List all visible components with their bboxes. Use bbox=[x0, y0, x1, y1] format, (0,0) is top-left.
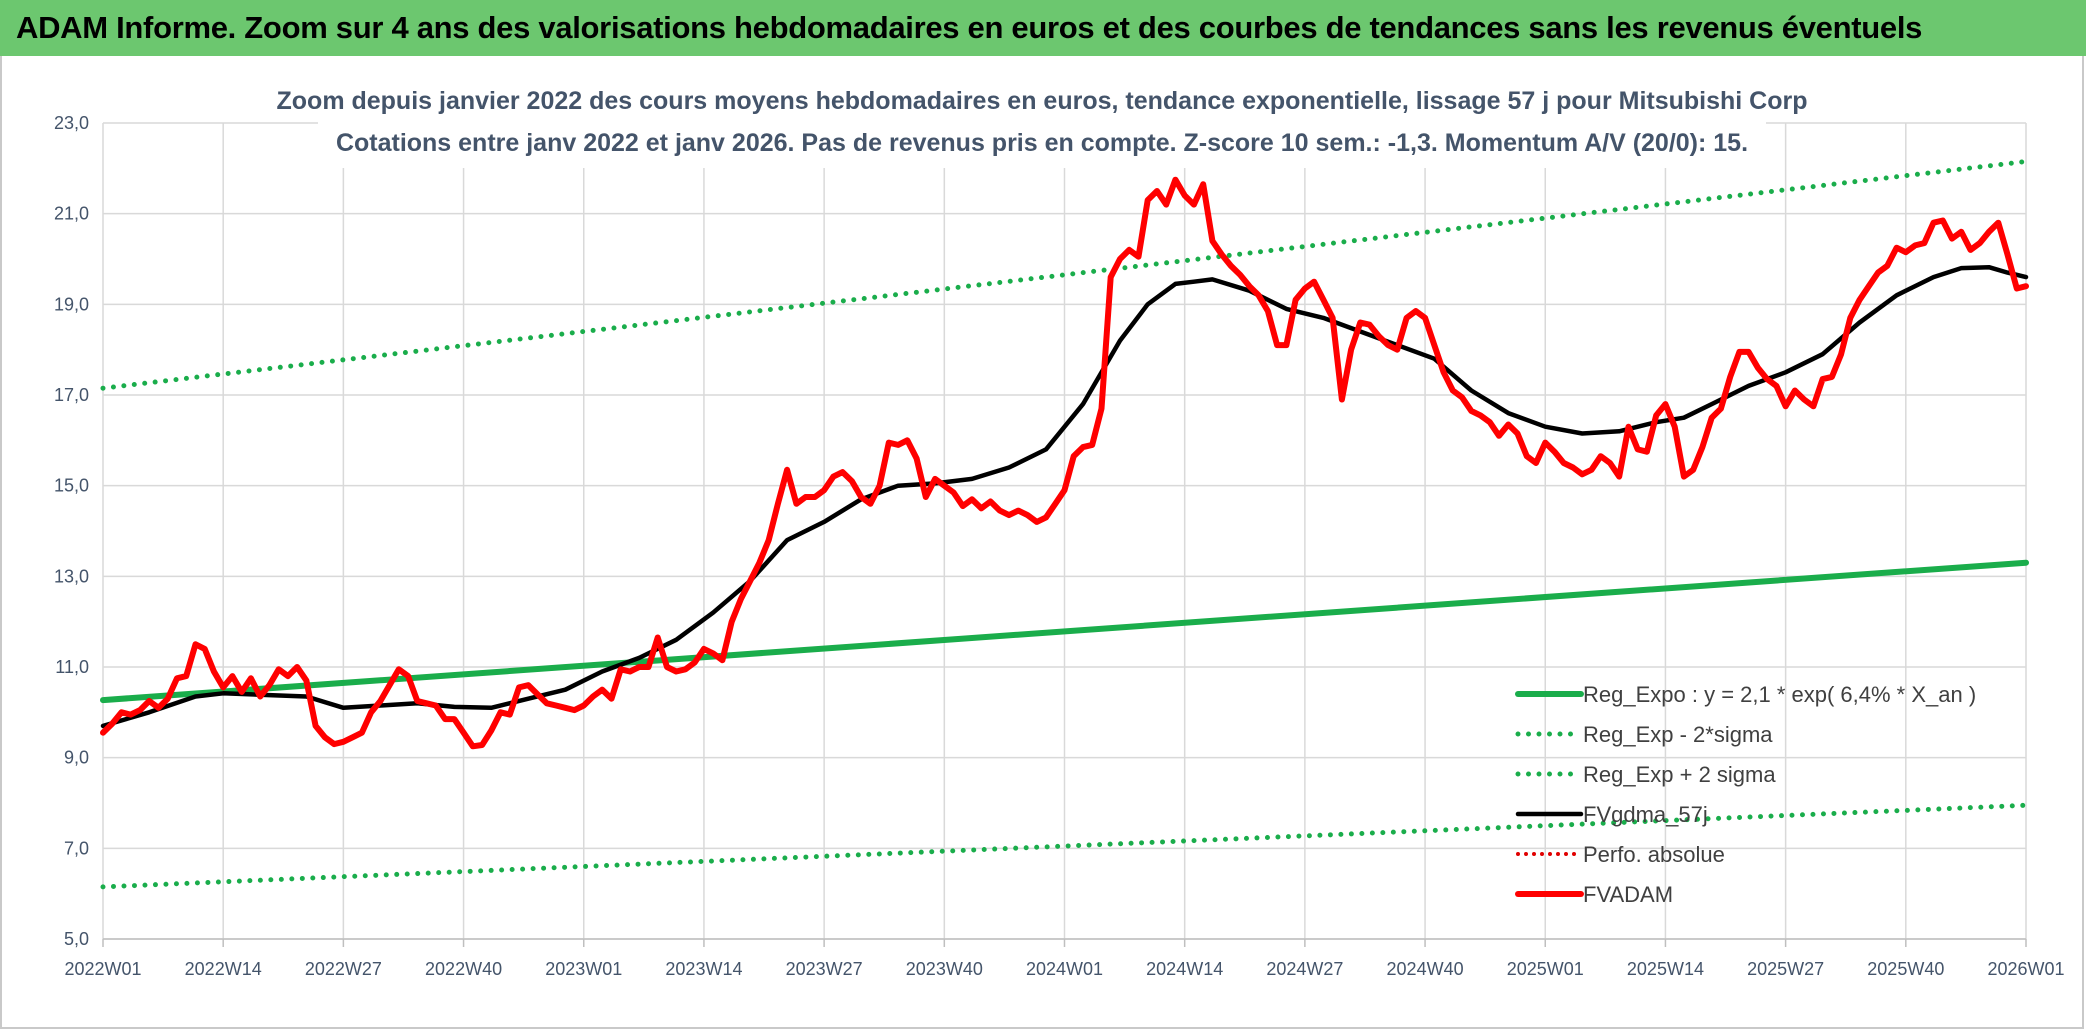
series-reg_plus bbox=[100, 159, 2029, 391]
title-background bbox=[318, 80, 1766, 168]
legend-label-fvgdma: FVgdma_57j bbox=[1583, 802, 1708, 827]
legend-label-reg_expo: Reg_Expo : y = 2,1 * exp( 6,4% * X_an ) bbox=[1583, 682, 1976, 707]
x-tick-label: 2024W27 bbox=[1266, 959, 1343, 979]
y-tick-label: 9,0 bbox=[64, 748, 89, 768]
x-tick-label: 2023W01 bbox=[545, 959, 622, 979]
y-tick-label: 21,0 bbox=[54, 204, 89, 224]
series-fvadam bbox=[100, 176, 2029, 750]
y-tick-label: 11,0 bbox=[55, 657, 89, 677]
x-tick-label: 2025W01 bbox=[1507, 959, 1584, 979]
x-tick-label: 2024W40 bbox=[1387, 959, 1464, 979]
series-group bbox=[100, 159, 2029, 890]
x-tick-label: 2022W01 bbox=[64, 959, 141, 979]
legend: Reg_Expo : y = 2,1 * exp( 6,4% * X_an ) R… bbox=[1515, 682, 1976, 907]
x-tick-label: 2022W14 bbox=[185, 959, 262, 979]
x-tick-label: 2024W01 bbox=[1026, 959, 1103, 979]
x-tick-label: 2025W14 bbox=[1627, 959, 1704, 979]
x-tick-label: 2026W01 bbox=[1987, 959, 2064, 979]
chart-title-line-2: Cotations entre janv 2022 et janv 2026. … bbox=[336, 129, 1748, 157]
series-reg_expo bbox=[100, 559, 2029, 704]
x-tick-label: 2025W27 bbox=[1747, 959, 1824, 979]
series-fvgdma bbox=[100, 264, 2029, 729]
y-axis: 5,0 7,0 9,0 11,0 13,0 15,0 17,0 19,0 21,0 23,0 bbox=[54, 113, 89, 949]
x-tick-label: 2023W27 bbox=[786, 959, 863, 979]
chart-frame bbox=[0, 56, 2084, 1029]
y-tick-label: 5,0 bbox=[64, 929, 89, 949]
x-tick-label: 2023W40 bbox=[906, 959, 983, 979]
x-tick-label: 2023W14 bbox=[665, 959, 742, 979]
y-tick-label: 17,0 bbox=[54, 385, 89, 405]
chart-title-line-1: Zoom depuis janvier 2022 des cours moyen… bbox=[277, 87, 1808, 115]
y-tick-label: 19,0 bbox=[54, 294, 89, 314]
x-tick-label: 2022W40 bbox=[425, 959, 502, 979]
legend-label-reg_plus: Reg_Exp + 2 sigma bbox=[1583, 762, 1776, 787]
y-tick-label: 7,0 bbox=[64, 838, 89, 858]
x-tick-label: 2025W40 bbox=[1867, 959, 1944, 979]
legend-label-perfo: Perfo. absolue bbox=[1583, 842, 1725, 867]
header-banner: ADAM Informe. Zoom sur 4 ans des valoris… bbox=[0, 0, 2086, 56]
legend-label-reg_minus: Reg_Exp - 2*sigma bbox=[1583, 722, 1773, 747]
x-axis: 2022W01 2022W14 2022W27 2022W40 2023W01 2023W… bbox=[64, 938, 2065, 979]
x-tick-label: 2024W14 bbox=[1146, 959, 1223, 979]
y-tick-label: 13,0 bbox=[54, 566, 89, 586]
page-title: ADAM Informe. Zoom sur 4 ans des valoris… bbox=[16, 10, 1923, 45]
y-tick-label: 15,0 bbox=[54, 476, 89, 496]
legend-label-fvadam: FVADAM bbox=[1583, 882, 1673, 907]
y-tick-label: 23,0 bbox=[54, 113, 89, 133]
x-tick-label: 2022W27 bbox=[305, 959, 382, 979]
